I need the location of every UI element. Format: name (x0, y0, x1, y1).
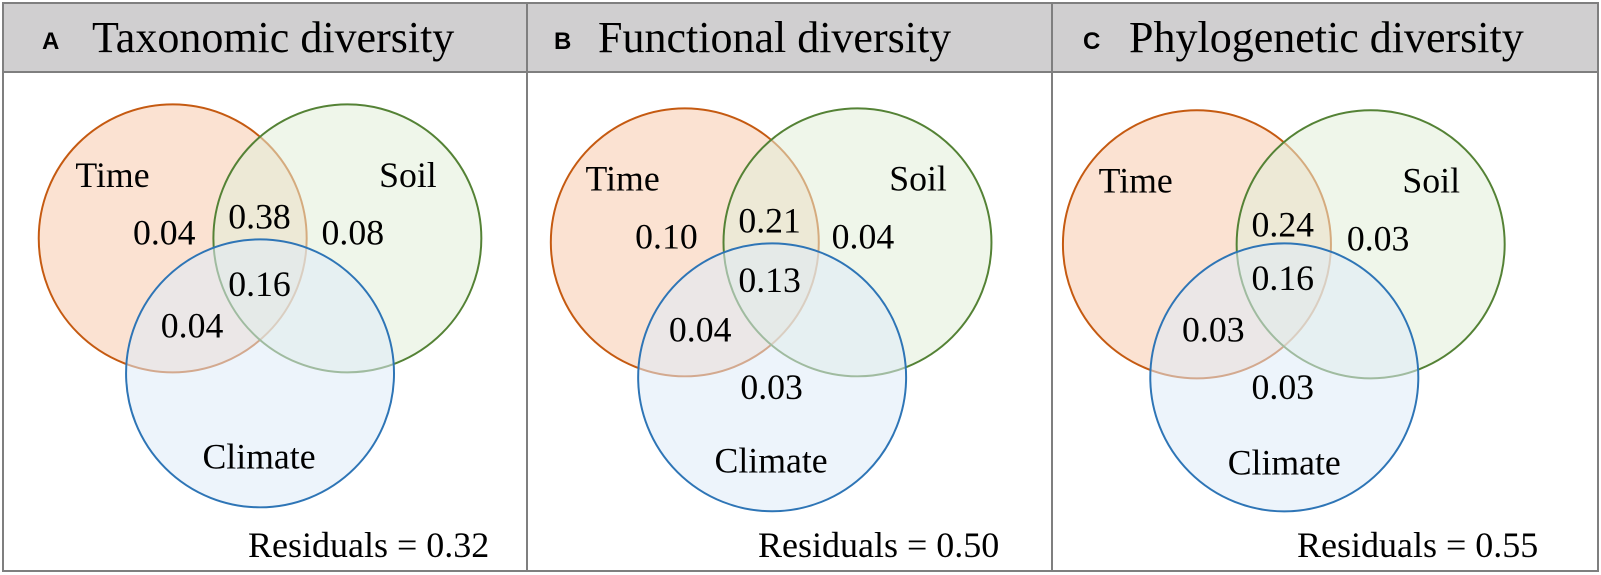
panel-title: Functional diversity (598, 13, 952, 62)
time-label: Time (1099, 161, 1173, 201)
all-three-value: 0.16 (228, 264, 291, 304)
time-label: Time (586, 159, 660, 199)
soil-climate-value: 0.03 (1252, 367, 1315, 407)
time-only-value: 0.04 (133, 212, 196, 252)
time-climate-value: 0.03 (1182, 310, 1245, 350)
soil-climate-value: 0.03 (740, 367, 803, 407)
climate-circle (125, 238, 396, 509)
panel-header: C Phylogenetic diversity (1053, 4, 1597, 73)
time-climate-value: 0.04 (161, 306, 224, 346)
venn-diagram: Time Soil Climate 0.10 0.21 0.04 0.13 0.… (549, 107, 993, 513)
climate-circle (637, 242, 908, 513)
time-label: Time (75, 155, 149, 195)
all-three-value: 0.13 (738, 260, 801, 300)
panel-header: A Taxonomic diversity (4, 4, 526, 73)
soil-only-value: 0.08 (322, 212, 385, 252)
panel-header: B Functional diversity (528, 4, 1051, 73)
climate-circle (1149, 242, 1420, 513)
soil-only-value: 0.04 (832, 216, 895, 256)
residuals-label: Residuals = 0.50 (758, 525, 1000, 565)
time-climate-value: 0.04 (669, 310, 732, 350)
soil-only-value: 0.03 (1347, 218, 1410, 258)
venn-diagram: Time Soil Climate 0.24 0.03 0.16 0.03 0.… (1061, 109, 1506, 513)
panel-title: Phylogenetic diversity (1129, 13, 1524, 62)
residuals-label: Residuals = 0.55 (1297, 525, 1539, 565)
panel-functional-diversity: B Functional diversity Time Soil Climate… (526, 2, 1053, 572)
time-soil-value: 0.24 (1252, 204, 1315, 244)
soil-label: Soil (1402, 161, 1460, 201)
panel-taxonomic-diversity: A Taxonomic diversity Time Soil Climate … (2, 2, 528, 572)
venn-diagram: Time Soil Climate 0.04 0.38 0.08 0.16 0.… (37, 103, 483, 509)
panel-title: Taxonomic diversity (92, 13, 455, 62)
panel-letter: A (42, 28, 60, 55)
time-soil-value: 0.38 (228, 196, 291, 236)
soil-label: Soil (379, 155, 437, 195)
time-soil-value: 0.21 (738, 200, 801, 240)
all-three-value: 0.16 (1252, 258, 1315, 298)
climate-label: Climate (1228, 443, 1341, 483)
climate-label: Climate (202, 437, 315, 477)
panel-letter: C (1083, 28, 1101, 55)
residuals-label: Residuals = 0.32 (248, 525, 490, 565)
panel-letter: B (554, 28, 572, 55)
soil-label: Soil (889, 159, 947, 199)
climate-label: Climate (715, 441, 828, 481)
panel-phylogenetic-diversity: C Phylogenetic diversity Time Soil Clima… (1051, 2, 1599, 572)
time-only-value: 0.10 (635, 216, 698, 256)
